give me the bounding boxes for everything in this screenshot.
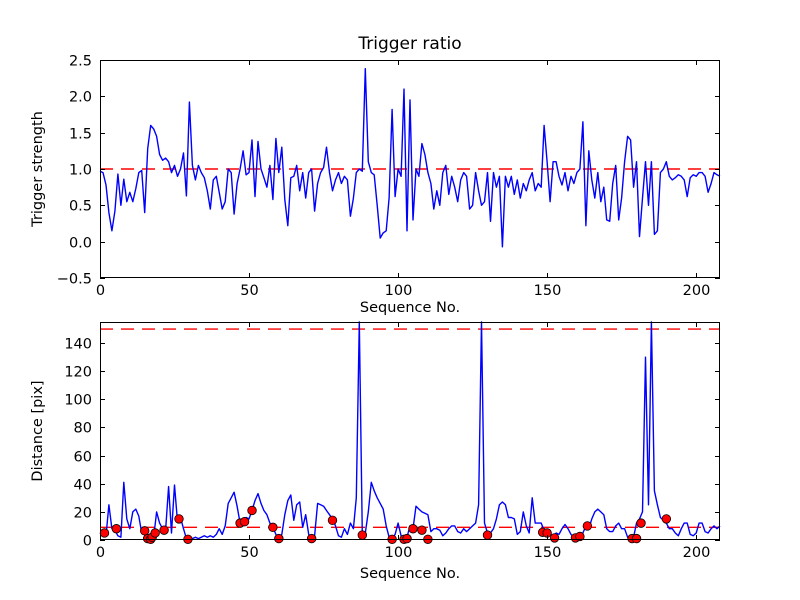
top-y-tick-label: −0.5 xyxy=(57,272,92,288)
bottom-x-axis-label: Sequence No. xyxy=(359,566,461,582)
bottom-trigger-marker xyxy=(306,533,317,544)
bottom-y-tick-label: 100 xyxy=(64,393,92,409)
bottom-y-tick-label: 120 xyxy=(64,365,92,381)
bottom-trigger-marker xyxy=(357,530,368,540)
top-y-tick-label: 0.5 xyxy=(69,199,92,215)
top-x-tick-label: 150 xyxy=(534,283,562,299)
bottom-trigger-marker xyxy=(661,514,672,524)
bottom-y-tick-label: 40 xyxy=(74,478,92,494)
bottom-x-tick-label: 200 xyxy=(683,545,711,561)
bottom-trigger-marker xyxy=(575,531,585,542)
bottom-trigger-marker xyxy=(582,521,593,531)
bottom-trigger-marker xyxy=(239,517,250,527)
top-y-tick-label: 0.0 xyxy=(69,236,92,252)
bottom-x-tick-label: 50 xyxy=(240,545,258,561)
bottom-axes: 0 50 100 150 200 0 20 40 60 80 100 120 140 xyxy=(64,321,721,561)
bottom-x-tick-label: 150 xyxy=(534,545,562,561)
bottom-y-tick-label: 60 xyxy=(74,450,92,466)
bottom-trigger-marker xyxy=(268,522,278,533)
bottom-data-line xyxy=(99,321,721,540)
bottom-trigger-marker xyxy=(247,505,257,516)
bottom-trigger-marker xyxy=(99,528,110,538)
bottom-trigger-marker xyxy=(482,530,493,540)
chart-title: Trigger ratio xyxy=(358,34,462,54)
top-x-axis-label: Sequence No. xyxy=(359,300,461,316)
bottom-trigger-marker xyxy=(150,528,160,538)
top-axes: 0 50 100 150 200 −0.5 0.0 0.5 1.0 1.5 2.0 2.5 xyxy=(57,54,721,299)
bottom-frame xyxy=(100,322,720,540)
bottom-trigger-marker xyxy=(417,525,427,535)
bottom-trigger-marker xyxy=(631,533,642,544)
bottom-trigger-marker xyxy=(549,533,560,543)
top-x-tick-label: 200 xyxy=(683,283,711,299)
bottom-trigger-marker xyxy=(140,526,150,536)
bottom-trigger-marker xyxy=(402,533,412,544)
bottom-y-tick-label: 140 xyxy=(64,337,92,353)
bottom-y-tick-label: 20 xyxy=(74,506,92,522)
bottom-y-tick-label: 80 xyxy=(74,421,92,437)
top-y-tick-label: 1.5 xyxy=(69,127,92,143)
top-y-tick-label: 2.5 xyxy=(69,54,92,70)
bottom-y-axis-label: Distance [pix] xyxy=(30,380,46,482)
bottom-trigger-marker xyxy=(111,524,122,534)
bottom-trigger-marker xyxy=(274,533,284,544)
top-data-line xyxy=(99,67,721,248)
bottom-trigger-marker xyxy=(159,525,169,535)
bottom-trigger-marker xyxy=(636,518,646,528)
bottom-x-tick-label: 0 xyxy=(96,545,105,561)
bottom-x-tick-label: 100 xyxy=(385,545,413,561)
top-x-tick-label: 50 xyxy=(240,283,258,299)
top-y-tick-label: 1.0 xyxy=(69,163,92,179)
bottom-trigger-marker xyxy=(327,515,338,526)
bottom-trigger-marker xyxy=(408,524,418,534)
top-x-tick-label: 100 xyxy=(385,283,413,299)
top-y-axis-label: Trigger strength xyxy=(30,111,46,227)
bottom-y-tick-label: 0 xyxy=(83,534,92,550)
bottom-trigger-marker xyxy=(174,514,184,524)
top-x-tick-label: 0 xyxy=(96,283,105,299)
top-y-tick-label: 2.0 xyxy=(69,90,92,106)
